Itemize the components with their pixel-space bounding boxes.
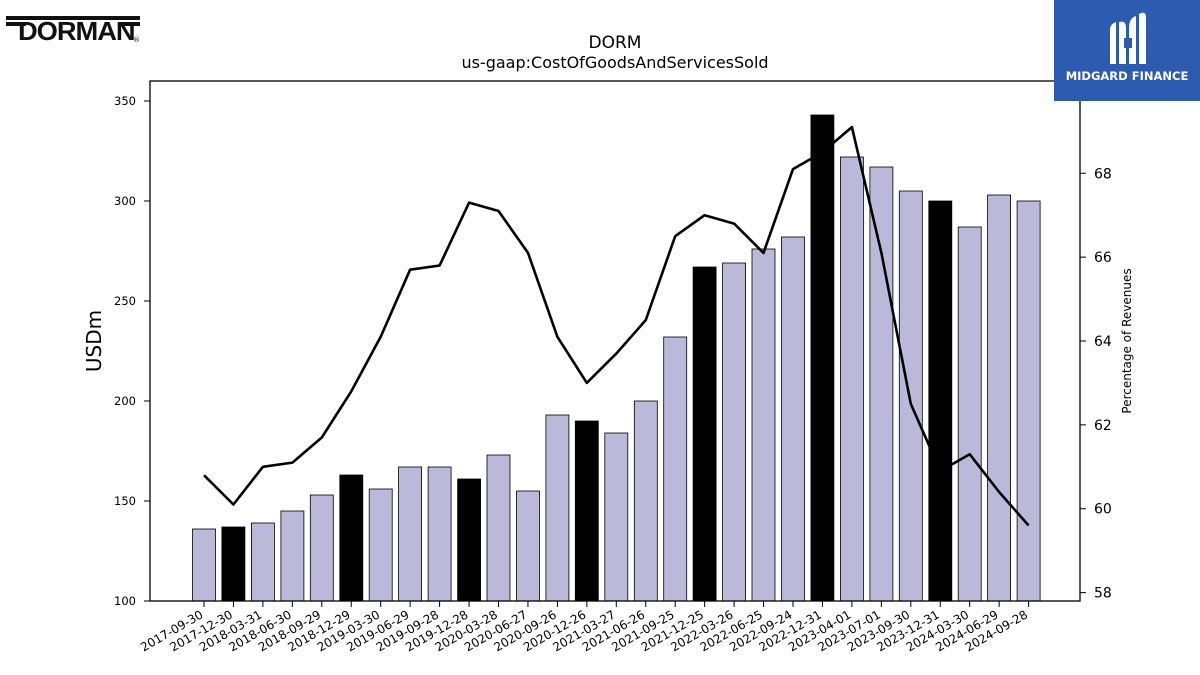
- y2-tick-label: 58: [1094, 586, 1112, 602]
- percentage-line: [203, 125, 1030, 527]
- y-tick-label: 300: [114, 194, 136, 208]
- bar-2018-09-29: [309, 494, 334, 602]
- y2-tick-label: 62: [1094, 418, 1112, 434]
- bar-2019-12-28: [457, 478, 482, 602]
- bar-2021-09-25: [663, 336, 688, 602]
- y2-axis-label: Percentage of Revenues: [1120, 268, 1134, 413]
- bar-2024-09-28: [1016, 200, 1041, 602]
- bar-2021-03-27: [604, 432, 629, 602]
- x-axis: 2017-09-302017-12-302018-03-312018-06-30…: [138, 601, 1030, 654]
- bar-2017-12-30: [221, 526, 246, 602]
- company-logo-text: DORMAN: [18, 16, 136, 46]
- bar-2022-06-25: [751, 248, 776, 602]
- chart-subtitle: us-gaap:CostOfGoodsAndServicesSold: [461, 53, 768, 72]
- y-tick-label: 350: [114, 94, 136, 108]
- bar-2019-09-28: [427, 466, 452, 602]
- bar-2020-12-26: [574, 420, 599, 602]
- y-axis-left: 100 150 200 250 300 350: [114, 94, 150, 608]
- publisher-name: MIDGARD FINANCE: [1065, 69, 1189, 83]
- y-tick-label: 200: [114, 394, 136, 408]
- y-axis-label: USDm: [82, 310, 106, 372]
- y-tick-label: 150: [114, 494, 136, 508]
- bar-2023-12-31: [928, 200, 953, 602]
- bar-2018-06-30: [280, 510, 305, 602]
- bar-2024-06-29: [987, 194, 1011, 602]
- bar-2019-03-30: [368, 488, 393, 602]
- bar-2020-09-26: [545, 414, 570, 602]
- bar-2020-06-27: [516, 490, 540, 602]
- y2-tick-label: 66: [1094, 250, 1112, 266]
- bar-2023-07-01: [869, 166, 894, 602]
- company-logo: DORMAN ®: [4, 12, 144, 46]
- chart-title: DORM: [589, 33, 642, 53]
- y-tick-label: 250: [114, 294, 136, 308]
- bar-2024-03-30: [957, 226, 982, 602]
- bar-2023-09-30: [898, 190, 923, 602]
- bar-2021-06-26: [633, 400, 658, 602]
- bar-2020-03-28: [486, 454, 511, 602]
- bar-2018-12-29: [339, 474, 364, 602]
- bar-series: [192, 114, 1041, 602]
- publisher-logo: MIDGARD FINANCE: [1054, 0, 1200, 101]
- bar-2023-04-01: [840, 156, 864, 602]
- y-tick-label: 100: [114, 594, 136, 608]
- y2-tick-label: 64: [1094, 334, 1112, 350]
- registered-mark: ®: [133, 36, 140, 44]
- y-axis-right: 58 60 62 64 66 68: [1080, 166, 1112, 602]
- y2-tick-label: 60: [1094, 502, 1112, 518]
- bar-2022-03-26: [722, 262, 746, 602]
- bar-2018-03-31: [250, 522, 275, 602]
- bar-2021-12-25: [692, 266, 717, 602]
- y2-tick-label: 68: [1094, 166, 1112, 182]
- bar-2017-09-30: [192, 528, 216, 602]
- bar-2022-12-31: [810, 114, 835, 602]
- bar-2022-09-24: [781, 236, 805, 602]
- midgard-m-icon: [1110, 12, 1146, 65]
- bar-2019-06-29: [398, 466, 423, 602]
